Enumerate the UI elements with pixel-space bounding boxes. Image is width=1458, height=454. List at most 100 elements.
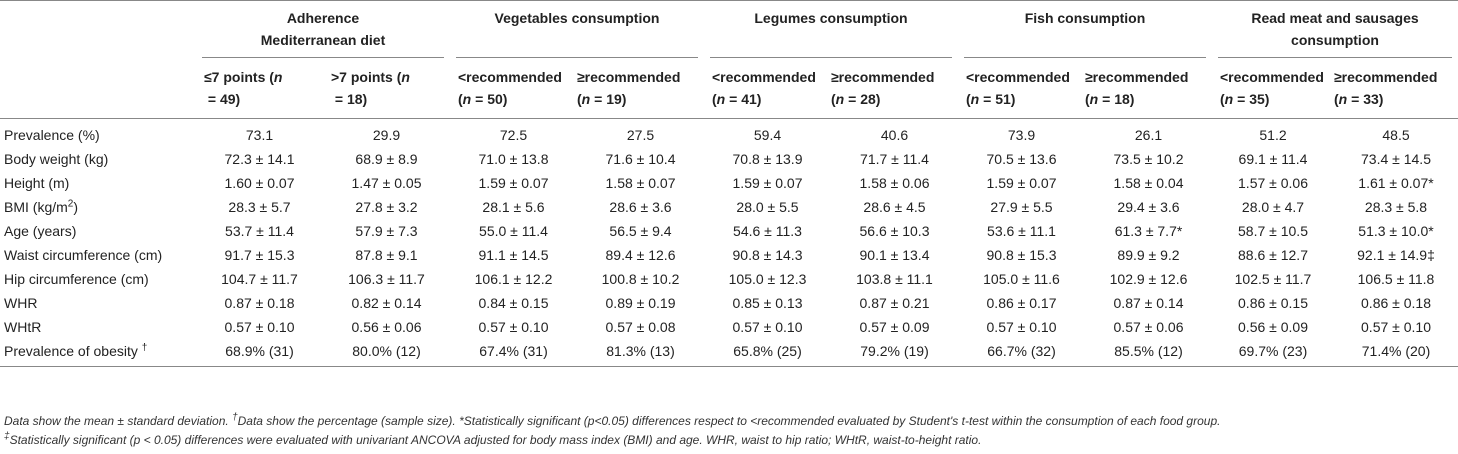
group-header-fish: Fish consumption [1024,10,1146,26]
table-cell: 0.57 ± 0.10 [732,319,803,335]
table-cell: 71.0 ± 13.8 [478,151,549,167]
table-cell: 51.2 [1259,127,1287,143]
table-row: Prevalence of obesity † 68.9% (31) 80.0% (… [0,339,1458,363]
table-cell: 1.59 ± 0.07 [986,175,1057,191]
table-cell: 0.86 ± 0.17 [986,295,1057,311]
table-cell: 85.5% (12) [1114,343,1183,359]
table-cell: 0.57 ± 0.10 [1361,319,1431,335]
table-cell: 102.9 ± 12.6 [1109,271,1188,287]
table-cell: 68.9 ± 8.9 [355,151,418,167]
table-cell: 53.6 ± 11.1 [987,223,1056,239]
table-cell: 91.1 ± 14.5 [478,247,549,263]
subheader-veg-above: ≥recommended (n = 19) [577,69,681,107]
table-cell: 0.57 ± 0.08 [605,319,676,335]
table-cell: 0.86 ± 0.15 [1238,295,1308,311]
table-cell: 73.1 [245,127,274,143]
table-row: Prevalence (%) 73.1 29.9 72.5 27.5 59.4 40.6 73… [0,123,1458,147]
table-cell: 0.57 ± 0.10 [986,319,1057,335]
table-cell: 69.7% (23) [1238,343,1308,359]
table-row: Body weight (kg) 72.3 ± 14.1 68.9 ± 8.9 71.… [0,147,1458,171]
row-label: Age (years) [4,223,77,239]
table-cell: 102.5 ± 11.7 [1234,271,1312,287]
table-cell: 56.6 ± 10.3 [859,223,930,239]
table-row: WHtR 0.57 ± 0.10 0.56 ± 0.06 0.57 ± 0.10 0.5… [0,315,1458,339]
subheader-fish-below: <recommended (n = 51) [966,69,1070,107]
table-cell: 1.61 ± 0.07* [1358,175,1434,191]
table-cell: 28.0 ± 5.5 [736,199,799,215]
table-cell: 40.6 [880,127,909,143]
table-cell: 28.3 ± 5.8 [1364,199,1428,215]
table-cell: 71.6 ± 10.4 [605,151,676,167]
table-cell: 61.3 ± 7.7* [1114,223,1183,239]
table-cell: 89.9 ± 9.2 [1117,247,1180,263]
table-cell: 0.84 ± 0.15 [478,295,549,311]
table-row: Waist circumference (cm) 91.7 ± 15.3 87.8 … [0,243,1458,267]
table-cell: 1.57 ± 0.06 [1238,175,1308,191]
table-cell: 73.5 ± 10.2 [1113,151,1184,167]
table-cell: 106.5 ± 11.8 [1357,271,1435,287]
table-cell: 1.58 ± 0.04 [1113,175,1184,191]
row-label: Hip circumference (cm) [4,271,149,287]
row-label: WHR [4,295,38,311]
table-cell: 1.58 ± 0.06 [859,175,930,191]
footnote-line-2: ‡Statistically significant (p < 0.05) di… [4,431,982,448]
table-cell: 90.8 ± 15.3 [986,247,1057,263]
table-cell: 80.0% (12) [352,343,421,359]
table-row: BMI (kg/m2) 28.3 ± 5.7 27.8 ± 3.2 28.1 ± 5.… [0,195,1458,219]
table-cell: 0.87 ± 0.18 [224,295,295,311]
table-cell: 0.87 ± 0.14 [1113,295,1184,311]
subheader-row: ≤7 points (n = 49) >7 points (n = 18) <r… [0,58,1458,112]
table-cell: 69.1 ± 11.4 [1238,151,1308,167]
table-cell: 73.4 ± 14.5 [1361,151,1431,167]
table-cell: 55.0 ± 11.4 [479,223,548,239]
table-cell: 28.6 ± 4.5 [863,199,926,215]
table-cell: 87.8 ± 9.1 [355,247,418,263]
table-cell: 54.6 ± 11.3 [733,223,802,239]
table-cell: 89.4 ± 12.6 [605,247,676,263]
table-cell: 70.5 ± 13.6 [986,151,1057,167]
subheader-fish-above: ≥recommended (n = 18) [1085,69,1189,107]
table-cell: 1.59 ± 0.07 [732,175,803,191]
table-cell: 104.7 ± 11.7 [221,271,298,287]
row-label: Waist circumference (cm) [4,247,163,263]
table-cell: 81.3% (13) [606,343,675,359]
row-label: WHtR [4,319,42,335]
table-cell: 105.0 ± 12.3 [728,271,807,287]
subheader-veg-below: <recommended (n = 50) [458,69,562,107]
table-cell: 0.56 ± 0.06 [351,319,422,335]
table-cell: 72.3 ± 14.1 [224,151,295,167]
table-cell: 27.8 ± 3.2 [355,199,418,215]
table-cell: 59.4 [753,127,782,143]
table-cell: 0.57 ± 0.06 [1113,319,1184,335]
table-cell: 1.59 ± 0.07 [478,175,549,191]
subheader-leg-below: <recommended (n = 41) [712,69,816,107]
table-cell: 0.56 ± 0.09 [1238,319,1308,335]
table-cell: 27.5 [626,127,655,143]
table-cell: 67.4% (31) [479,343,548,359]
subheader-med-low: ≤7 points (n = 49) [204,69,283,107]
table-cell: 0.57 ± 0.09 [859,319,930,335]
table-row: Hip circumference (cm) 104.7 ± 11.7 106.3 … [0,267,1458,291]
table-cell: 105.0 ± 11.6 [983,271,1060,287]
table-cell: 0.57 ± 0.10 [478,319,549,335]
row-label: Body weight (kg) [4,151,109,167]
table-cell: 1.47 ± 0.05 [351,175,422,191]
table-footnote: Data show the mean ± standard deviation.… [4,412,1454,450]
group-header-mediterranean: Adherence Mediterranean diet [260,10,386,48]
table-cell: 51.3 ± 10.0* [1358,223,1434,239]
subheader-leg-above: ≥recommended (n = 28) [831,69,935,107]
table-cell: 48.5 [1382,127,1410,143]
table-cell: 90.1 ± 13.4 [859,247,930,263]
table-cell: 0.82 ± 0.14 [351,295,422,311]
table-cell: 103.8 ± 11.1 [856,271,933,287]
table-cell: 1.60 ± 0.07 [224,175,295,191]
table-cell: 0.85 ± 0.13 [732,295,803,311]
table-cell: 28.0 ± 4.7 [1241,199,1305,215]
row-label: BMI (kg/m2) [4,198,79,215]
table-cell: 0.86 ± 0.18 [1361,295,1431,311]
table-cell: 106.1 ± 12.2 [474,271,553,287]
table-cell: 100.8 ± 10.2 [601,271,680,287]
group-header-row: Adherence Mediterranean diet Vegetables c… [0,7,1458,57]
table-row: WHR 0.87 ± 0.18 0.82 ± 0.14 0.84 ± 0.15 0.89… [0,291,1458,315]
table-cell: 71.4% (20) [1361,343,1431,359]
